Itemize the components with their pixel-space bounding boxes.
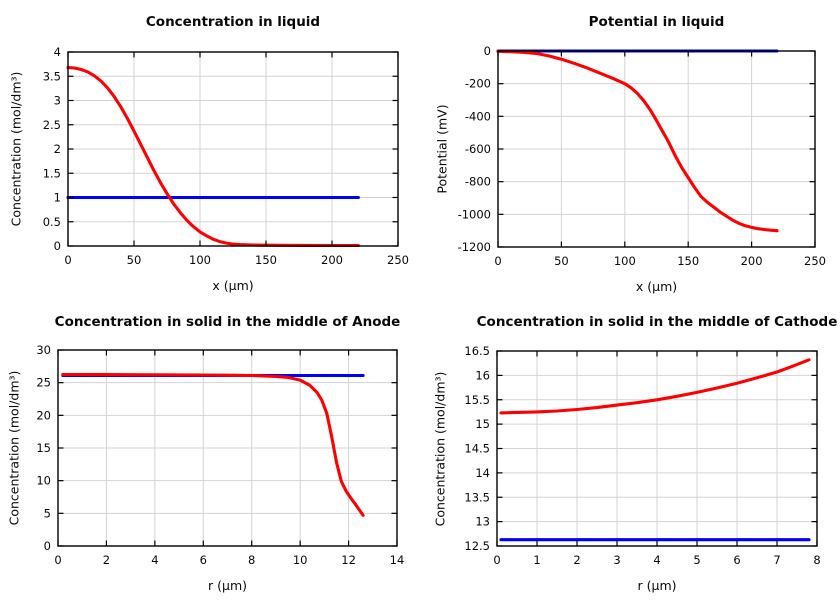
svg-text:25: 25 [36, 376, 51, 390]
svg-text:150: 150 [677, 254, 699, 268]
svg-text:20: 20 [36, 408, 51, 422]
svg-text:15.5: 15.5 [464, 393, 490, 407]
svg-text:15: 15 [36, 441, 51, 455]
svg-text:16: 16 [475, 368, 490, 382]
svg-text:250: 250 [387, 253, 409, 267]
svg-text:2: 2 [54, 142, 61, 156]
svg-text:4: 4 [653, 553, 660, 567]
svg-text:-200: -200 [465, 77, 491, 91]
svg-text:1: 1 [533, 553, 540, 567]
svg-text:14.5: 14.5 [464, 442, 490, 456]
svg-text:0: 0 [493, 553, 500, 567]
svg-text:1.5: 1.5 [43, 166, 61, 180]
svg-text:250: 250 [804, 254, 826, 268]
svg-text:0: 0 [484, 44, 491, 58]
svg-text:16.5: 16.5 [464, 344, 490, 358]
svg-text:5: 5 [44, 506, 51, 520]
plot-area-concentration-liquid: 0 50 100 150 200 250 0 0.5 1 1.5 2 2.5 3 3.5 4 [43, 45, 409, 267]
svg-text:15: 15 [475, 417, 490, 431]
svg-text:6: 6 [733, 553, 740, 567]
svg-text:3: 3 [613, 553, 620, 567]
svg-text:200: 200 [321, 253, 343, 267]
chart-title: Concentration in solid in the middle of … [54, 314, 401, 330]
svg-text:50: 50 [554, 254, 569, 268]
svg-text:10: 10 [36, 474, 51, 488]
svg-text:0: 0 [44, 539, 51, 553]
svg-text:8: 8 [813, 553, 820, 567]
chart-title: Potential in liquid [588, 14, 725, 30]
plot-area-potential-liquid: 0 50 100 150 200 250 0 -200 -400 -600 -800 -1000 -12… [458, 44, 826, 268]
svg-text:1: 1 [54, 191, 61, 205]
chart-panel-solid-cathode: 0 1 2 3 4 5 6 7 8 12.5 13 13.5 14 14.5 15 15.5 16 16.5 Co… [420, 300, 840, 600]
svg-text:100: 100 [614, 254, 636, 268]
chart-panel-potential-liquid: 0 50 100 150 200 250 0 -200 -400 -600 -800 -1000 -12… [420, 0, 840, 300]
svg-text:50: 50 [127, 253, 142, 267]
svg-text:14: 14 [475, 466, 490, 480]
svg-text:-400: -400 [465, 109, 491, 123]
x-axis-label: x (µm) [635, 279, 678, 294]
svg-text:3.5: 3.5 [43, 69, 61, 83]
svg-text:-1200: -1200 [458, 240, 491, 254]
svg-text:13.5: 13.5 [464, 490, 490, 504]
svg-text:4: 4 [54, 45, 61, 59]
svg-text:-800: -800 [465, 175, 491, 189]
x-axis-label: x (µm) [212, 278, 254, 293]
svg-text:0: 0 [494, 254, 501, 268]
svg-text:200: 200 [741, 254, 763, 268]
svg-text:0: 0 [54, 239, 61, 253]
svg-text:0.5: 0.5 [43, 215, 61, 229]
y-axis-label: Concentration (mol/dm³) [6, 370, 22, 526]
svg-text:30: 30 [36, 343, 51, 357]
svg-text:0: 0 [54, 553, 61, 567]
x-axis-label: r (µm) [208, 578, 247, 593]
svg-text:-600: -600 [465, 142, 491, 156]
svg-text:3: 3 [54, 94, 61, 108]
y-axis-label: Concentration (mol/dm³) [432, 371, 448, 526]
svg-text:2: 2 [103, 553, 110, 567]
y-axis-label: Concentration (mol/dm³) [8, 71, 24, 227]
chart-panel-concentration-liquid: 0 50 100 150 200 250 0 0.5 1 1.5 2 2.5 3 3.5 4 Concent… [0, 0, 420, 300]
plot-area-solid-anode: 0 2 4 6 8 10 12 14 0 5 10 15 20 25 30 [36, 343, 405, 567]
svg-text:150: 150 [255, 253, 277, 267]
svg-text:-1000: -1000 [458, 207, 491, 221]
chart-title: Concentration in solid in the middle of … [476, 314, 838, 330]
svg-text:0: 0 [64, 253, 71, 267]
chart-title: Concentration in liquid [145, 14, 321, 30]
plot-area-solid-cathode: 0 1 2 3 4 5 6 7 8 12.5 13 13.5 14 14.5 15 15.5 16 16.5 [464, 344, 820, 567]
svg-text:12: 12 [341, 553, 356, 567]
svg-text:6: 6 [200, 553, 207, 567]
x-axis-label: r (µm) [637, 578, 677, 593]
svg-text:8: 8 [248, 553, 255, 567]
svg-text:5: 5 [693, 553, 700, 567]
svg-text:10: 10 [293, 553, 308, 567]
svg-text:13: 13 [475, 515, 490, 529]
svg-text:2.5: 2.5 [43, 118, 61, 132]
svg-text:2: 2 [573, 553, 580, 567]
svg-text:4: 4 [151, 553, 158, 567]
chart-panel-solid-anode: 0 2 4 6 8 10 12 14 0 5 10 15 20 25 30 Concentration in… [0, 300, 420, 600]
y-axis-label: Potential (mV) [434, 104, 450, 194]
svg-text:100: 100 [189, 253, 211, 267]
svg-text:14: 14 [390, 553, 405, 567]
svg-text:7: 7 [773, 553, 780, 567]
svg-text:12.5: 12.5 [464, 539, 490, 553]
